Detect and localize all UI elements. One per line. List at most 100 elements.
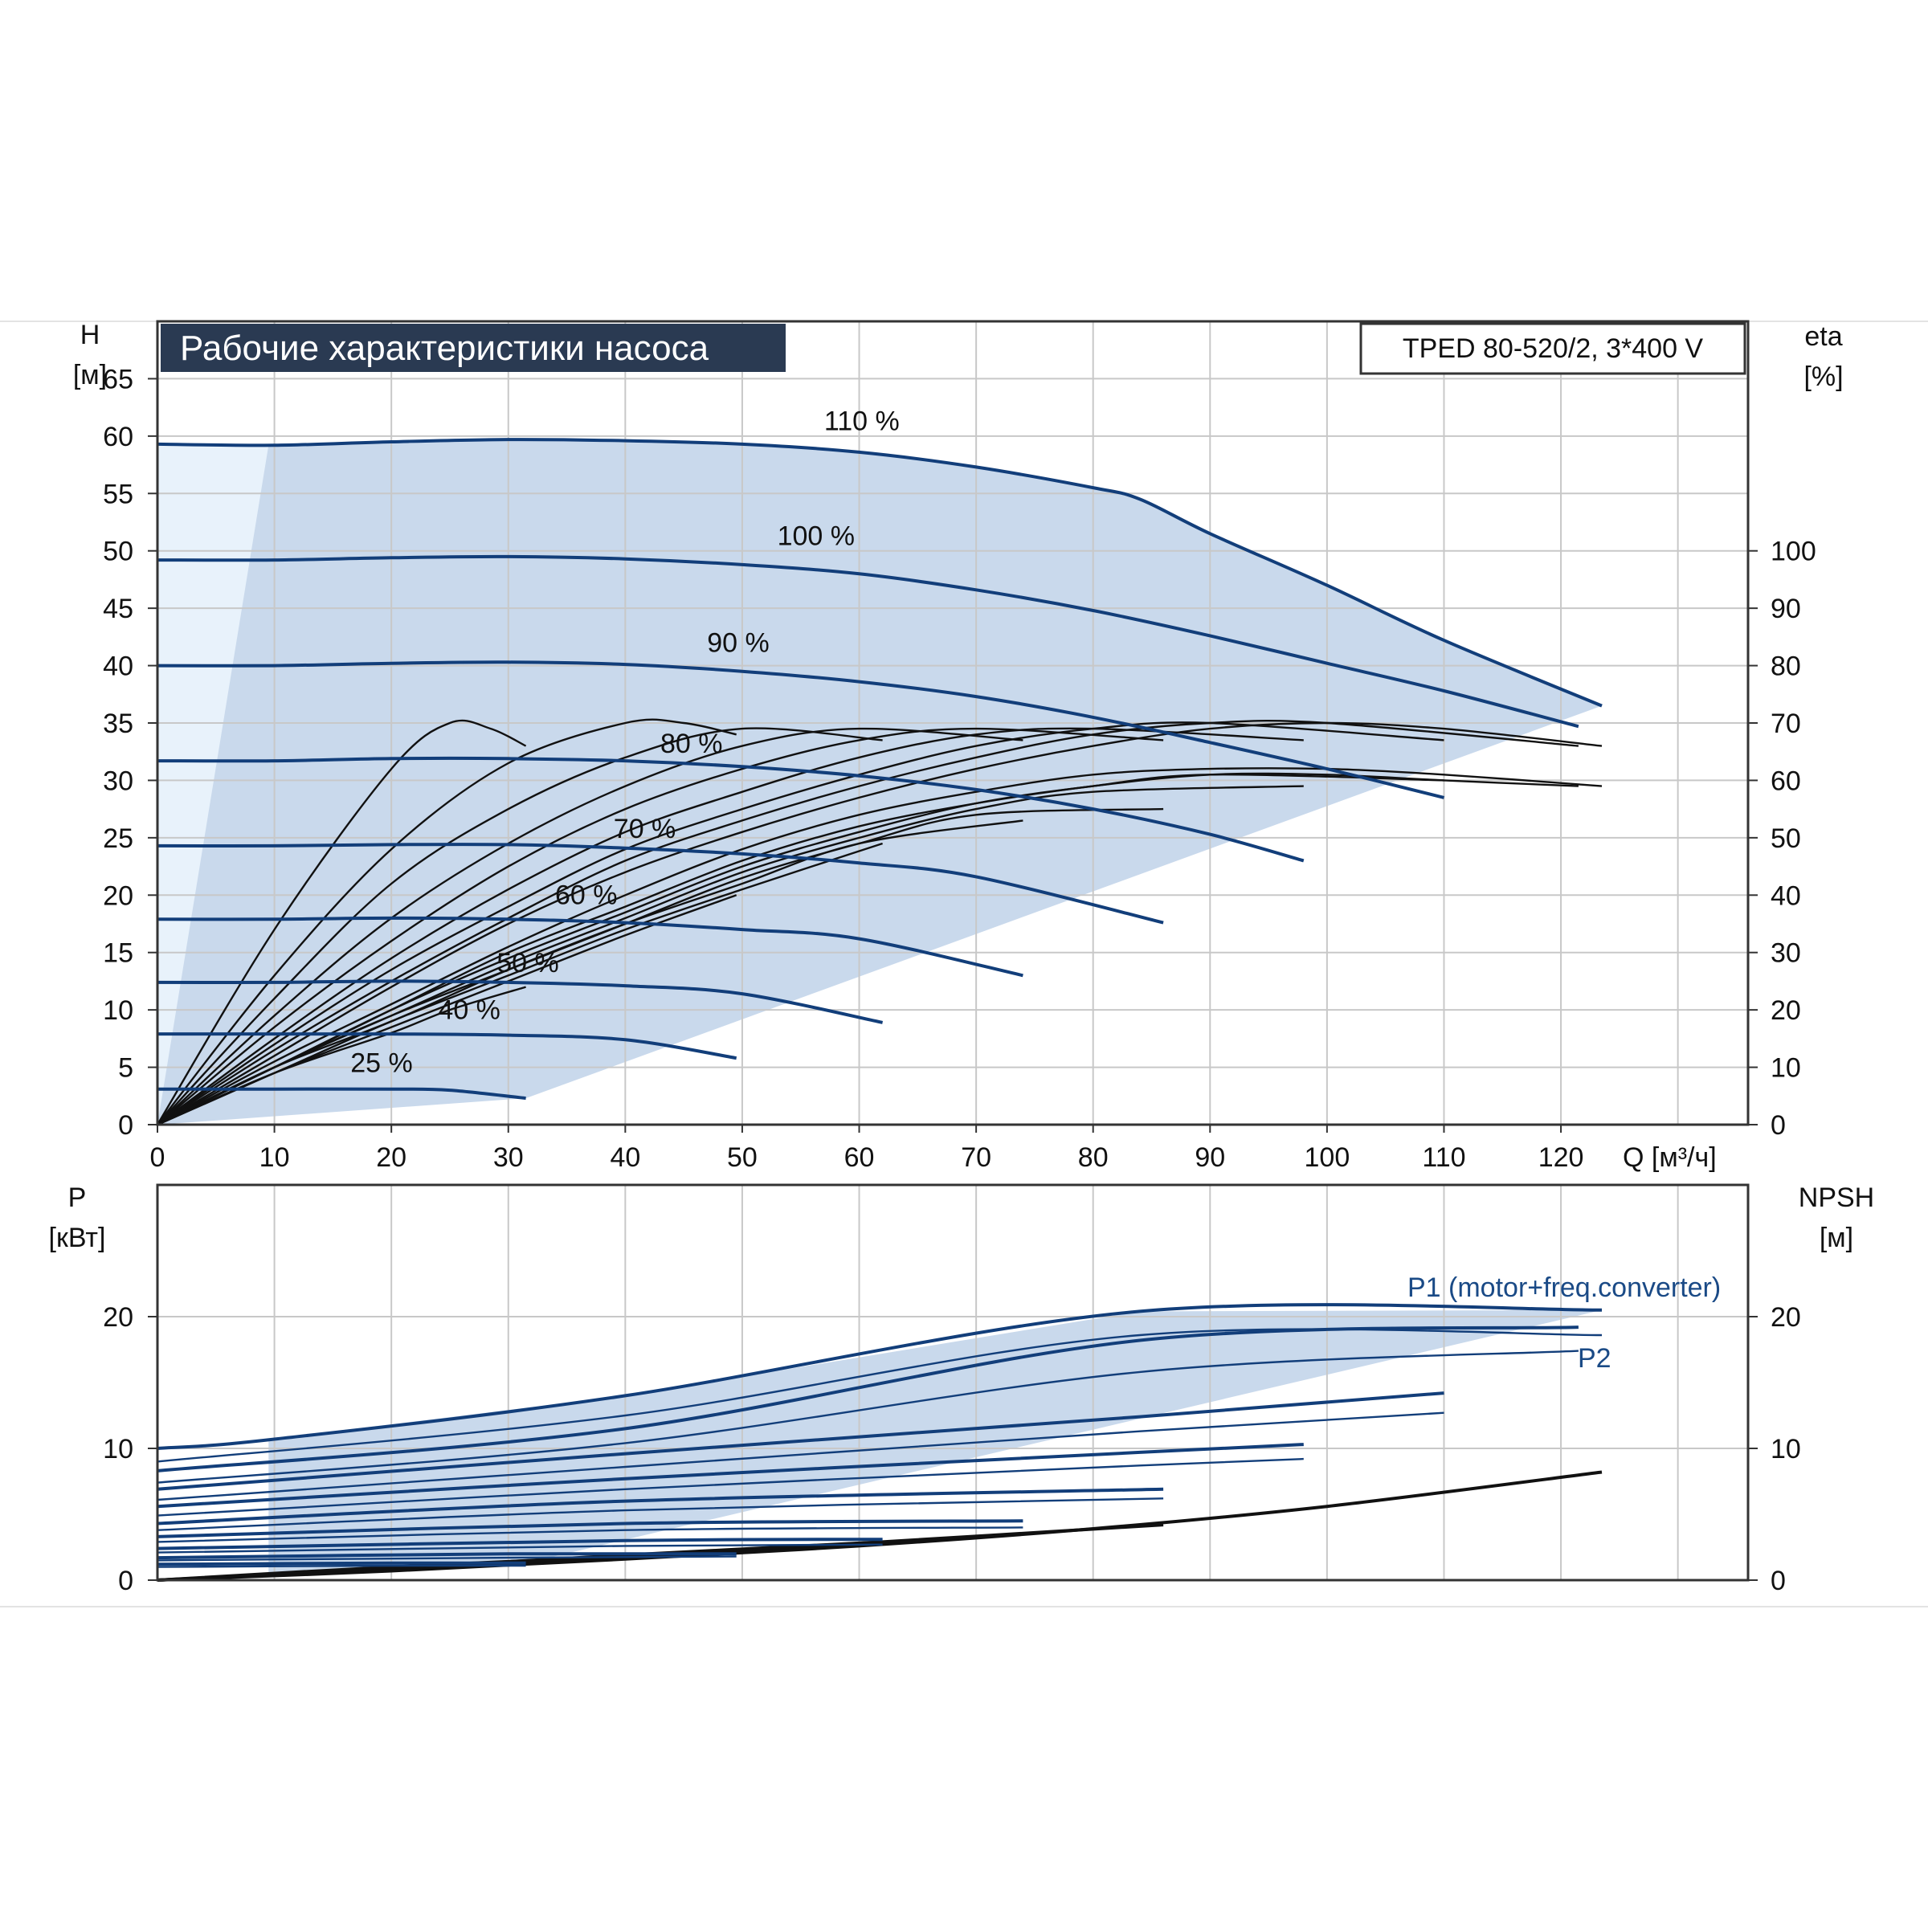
power-y2-ticks: 0 10 20 <box>1748 1302 1801 1596</box>
head-curve-label: 80 % <box>660 729 723 759</box>
x-tick-label: 30 <box>493 1142 524 1173</box>
p1-curve <box>157 1538 883 1550</box>
eta-curve <box>157 721 1444 1125</box>
eta-axis-label: eta <box>1804 321 1842 352</box>
power-y-ticks: 0 10 20 <box>103 1302 157 1596</box>
head-y2-ticks: 0 10 20 30 40 50 60 70 80 90 100 <box>1748 537 1816 1141</box>
head-curve <box>157 438 1603 708</box>
x-tick-label: 0 <box>150 1142 165 1173</box>
x-tick-label: 40 <box>610 1142 640 1173</box>
head-curve-label: 90 % <box>707 627 770 658</box>
head-curve <box>157 756 1305 863</box>
eta-curve <box>157 727 1023 1125</box>
p2-curve <box>157 1457 1304 1517</box>
head-operating-range-light <box>157 443 269 1125</box>
p2-curves <box>157 1328 1603 1568</box>
y2-tick-label: 40 <box>1771 880 1801 911</box>
eta-axis-unit: [%] <box>1803 361 1843 392</box>
chart-title: Рабочие характеристики насоса <box>180 329 709 368</box>
eta-curve <box>157 721 1603 1126</box>
x-tick-label: 80 <box>1078 1142 1109 1173</box>
p2-series-label: P2 <box>1578 1343 1611 1374</box>
head-x-ticks: 0 10 20 30 40 50 60 70 80 90 100 110 120 <box>150 1125 1584 1173</box>
y2-tick-label: 70 <box>1771 709 1801 739</box>
head-axis-label: H <box>80 320 100 350</box>
p1-curve <box>157 1561 526 1566</box>
model-label: TPED 80-520/2, 3*400 V <box>1403 333 1704 364</box>
eta-curve <box>157 819 1023 1126</box>
y2-tick-label: 80 <box>1771 651 1801 682</box>
head-curve <box>157 916 1023 978</box>
y-tick-label: 35 <box>103 709 133 739</box>
p1-curve <box>157 1391 1444 1491</box>
p2-curve <box>157 1555 737 1562</box>
p1-curves <box>157 1303 1603 1566</box>
x-tick-label: 10 <box>259 1142 290 1173</box>
x-tick-label: 120 <box>1538 1142 1584 1173</box>
p1-curve <box>157 1551 737 1560</box>
y2-tick-label: 90 <box>1771 594 1801 624</box>
p1-curve <box>157 1519 1023 1538</box>
power-plot-frame <box>156 1183 1750 1582</box>
p1-curve <box>157 1487 1164 1526</box>
head-curve-label: 60 % <box>555 880 618 911</box>
x-tick-label: 70 <box>961 1142 991 1173</box>
power-y2-tick-label: 20 <box>1771 1302 1801 1333</box>
y2-tick-label: 50 <box>1771 823 1801 854</box>
y-tick-label: 40 <box>103 651 133 682</box>
y-tick-label: 10 <box>103 995 133 1026</box>
npsh-axis-label: NPSH <box>1799 1182 1874 1213</box>
head-curves <box>157 438 1603 1101</box>
power-y2-tick-label: 10 <box>1771 1434 1801 1464</box>
eta-curves <box>156 718 1603 1126</box>
y-tick-label: 25 <box>103 823 133 854</box>
power-y-tick-label: 20 <box>103 1302 133 1333</box>
x-tick-label: 20 <box>376 1142 406 1173</box>
p2-curve <box>157 1497 1164 1531</box>
eta-curve <box>157 727 1164 1125</box>
power-axis-unit: [кВт] <box>49 1223 106 1253</box>
y2-tick-label: 30 <box>1771 938 1801 969</box>
y-tick-label: 50 <box>103 537 133 567</box>
power-y-tick-label: 0 <box>118 1566 133 1596</box>
head-curve <box>157 843 1164 925</box>
x-tick-label: 110 <box>1422 1142 1465 1173</box>
eta-curve <box>157 718 737 1125</box>
head-curve <box>157 1087 526 1101</box>
head-curve <box>157 1032 737 1060</box>
q-axis-label: Q [м³/ч] <box>1623 1142 1717 1173</box>
head-curve <box>157 660 1444 799</box>
x-tick-label: 60 <box>844 1142 875 1173</box>
eta-curve <box>157 727 883 1125</box>
eta-curve <box>157 720 1579 1126</box>
p1-curve <box>157 1325 1579 1472</box>
y-tick-label: 0 <box>118 1110 133 1141</box>
x-tick-label: 90 <box>1195 1142 1225 1173</box>
y-tick-label: 45 <box>103 594 133 624</box>
y2-tick-label: 60 <box>1771 766 1801 796</box>
x-tick-label: 100 <box>1305 1142 1350 1173</box>
power-axis-label: P <box>68 1182 87 1213</box>
y-tick-label: 60 <box>103 422 133 452</box>
y2-tick-label: 20 <box>1771 995 1801 1026</box>
power-y2-tick-label: 0 <box>1771 1566 1786 1596</box>
head-curve-label: 100 % <box>778 521 855 552</box>
y-tick-label: 65 <box>103 364 133 394</box>
power-y-tick-label: 10 <box>103 1434 133 1464</box>
model-box <box>1359 322 1746 375</box>
x-tick-label: 50 <box>727 1142 758 1173</box>
head-curve-labels: 110 % 100 % 90 % 80 % 70 % 60 % 50 % 40 % 25 % <box>350 406 900 1079</box>
head-curve-label: 70 % <box>614 814 676 844</box>
head-curve <box>157 554 1579 729</box>
eta-curve <box>157 727 1304 1125</box>
p1-curve <box>157 1303 1603 1450</box>
eta-curve <box>157 986 526 1126</box>
y2-tick-label: 100 <box>1771 537 1816 567</box>
head-axis-unit: [м] <box>73 360 107 390</box>
head-curve-label: 50 % <box>496 948 559 978</box>
head-y-ticks: 0 5 10 15 20 25 30 35 40 45 50 55 60 65 <box>103 364 157 1141</box>
head-curve-label: 110 % <box>824 406 900 437</box>
power-panel: 0 10 20 0 10 20 P [кВт] NPSH [м] P1 (motor+f… <box>49 1182 1875 1596</box>
